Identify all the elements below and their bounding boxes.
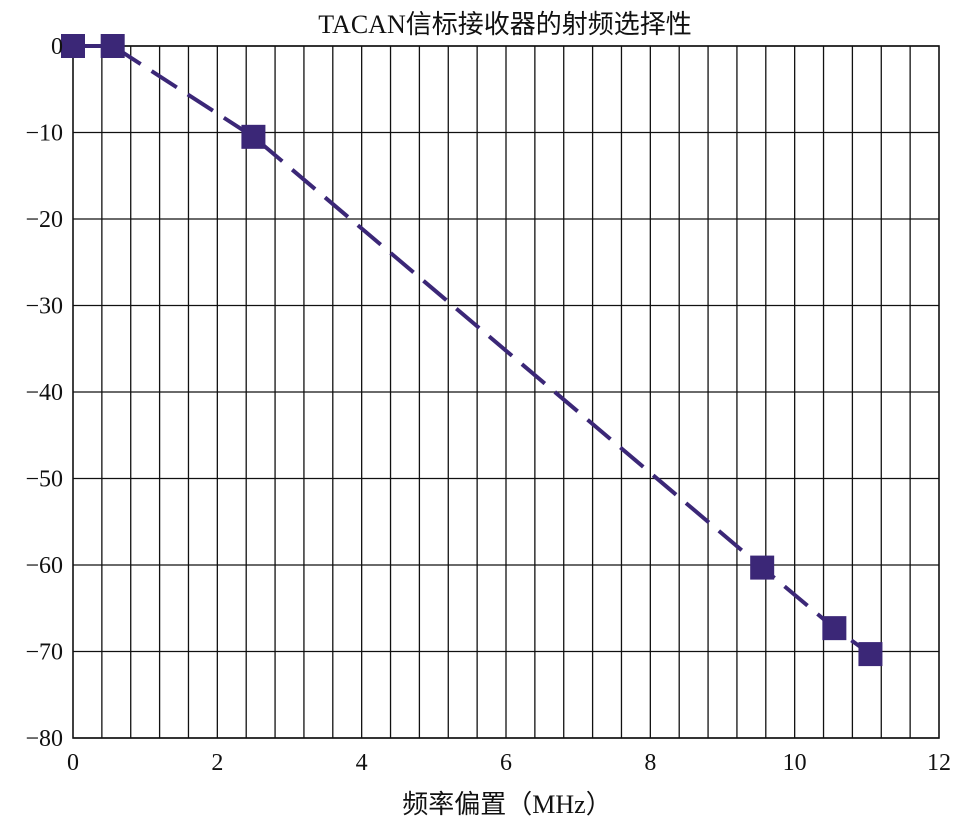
data-point-marker — [100, 34, 125, 58]
x-tick-label: 0 — [67, 750, 79, 776]
y-tick-label: −20 — [25, 207, 63, 233]
x-tick-label: 12 — [927, 750, 951, 776]
tick-labels: 0 2 4 6 8 10 12 0 −10 −20 −30 −40 −50 −60 −70 −80 — [25, 34, 951, 776]
y-tick-label: −80 — [25, 726, 63, 752]
plot-frame — [72, 45, 940, 739]
x-tick-label: 2 — [211, 750, 223, 776]
series-layer — [61, 34, 883, 667]
y-tick-label: −30 — [25, 294, 63, 320]
data-point-marker — [858, 642, 883, 667]
y-tick-label: −40 — [25, 380, 63, 406]
y-tick-label: −70 — [25, 640, 63, 666]
y-tick-label: −10 — [25, 121, 63, 147]
x-tick-label: 4 — [356, 750, 368, 776]
data-point-marker — [822, 616, 847, 641]
data-point-marker — [750, 555, 775, 580]
x-tick-label: 10 — [783, 750, 807, 776]
chart-title: TACAN信标接收器的射频选择性 — [318, 10, 691, 39]
data-point-marker — [61, 34, 85, 58]
x-axis-label: 频率偏置（MHz） — [402, 790, 611, 819]
y-tick-label: 0 — [51, 34, 63, 60]
data-point-marker — [241, 124, 266, 149]
x-tick-label: 8 — [644, 750, 656, 776]
y-tick-label: −60 — [25, 553, 63, 579]
y-tick-label: −50 — [25, 467, 63, 493]
grid — [72, 45, 940, 739]
x-tick-label: 6 — [500, 750, 512, 776]
